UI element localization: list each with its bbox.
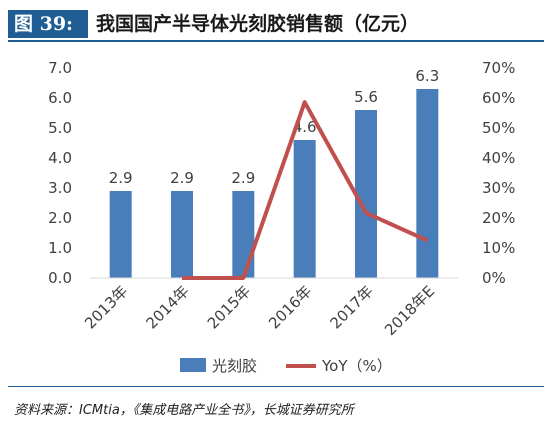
y-right-tick-label: 0%: [482, 269, 506, 287]
x-tick-label: 2018年E: [381, 282, 438, 339]
bar: [293, 140, 316, 278]
x-tick-label: 2015年: [204, 282, 254, 332]
bar: [109, 191, 132, 278]
bar-value-label: 6.3: [415, 67, 439, 85]
footer-divider: [8, 386, 544, 387]
legend-bar-label: 光刻胶: [212, 357, 257, 375]
x-tick-label: 2013年: [81, 282, 131, 332]
y-right-tick-label: 60%: [482, 89, 515, 107]
y-left-tick-label: 0.0: [48, 269, 72, 287]
x-tick-label: 2016年: [265, 282, 315, 332]
y-right-tick-label: 40%: [482, 149, 515, 167]
x-tick-label: 2014年: [142, 282, 192, 332]
bar-value-label: 5.6: [354, 88, 378, 106]
y-right-tick-label: 20%: [482, 209, 515, 227]
y-left-tick-label: 4.0: [48, 149, 72, 167]
figure-title-bar: 图 39: 我国国产半导体光刻胶销售额（亿元）: [8, 8, 544, 42]
y-right-tick-label: 30%: [482, 179, 515, 197]
y-right-tick-label: 50%: [482, 119, 515, 137]
y-left-tick-label: 3.0: [48, 179, 72, 197]
y-left-tick-label: 2.0: [48, 209, 72, 227]
bar-value-label: 2.9: [231, 169, 255, 187]
bar: [416, 89, 439, 278]
y-right-tick-label: 70%: [482, 59, 515, 77]
bar: [355, 110, 377, 278]
bar: [171, 191, 193, 278]
x-tick-label: 2017年: [326, 282, 376, 332]
yoy-line: [182, 100, 429, 280]
source-note: 资料来源：ICMtia，《集成电路产业全书》，长城证券研究所: [14, 403, 354, 418]
figure-title: 我国国产半导体光刻胶销售额（亿元）: [96, 13, 420, 35]
y-left-tick-label: 7.0: [48, 59, 72, 77]
y-left-tick-label: 5.0: [48, 119, 72, 137]
legend-bar-swatch: [180, 358, 206, 372]
y-left-tick-label: 6.0: [48, 89, 72, 107]
y-right-tick-label: 10%: [482, 239, 515, 257]
bar-value-label: 2.9: [109, 169, 133, 187]
y-left-tick-label: 1.0: [48, 239, 72, 257]
bar-value-label: 2.9: [170, 169, 194, 187]
bar: [232, 191, 255, 278]
sales-chart: 0.0 1.0 2.0 3.0 4.0 5.0 6.0 7.0 0% 10% 20% 30% 40% 50…: [48, 59, 515, 375]
figure-number-badge: 图 39:: [8, 10, 88, 38]
legend-line-label: YoY（%）: [321, 357, 392, 375]
